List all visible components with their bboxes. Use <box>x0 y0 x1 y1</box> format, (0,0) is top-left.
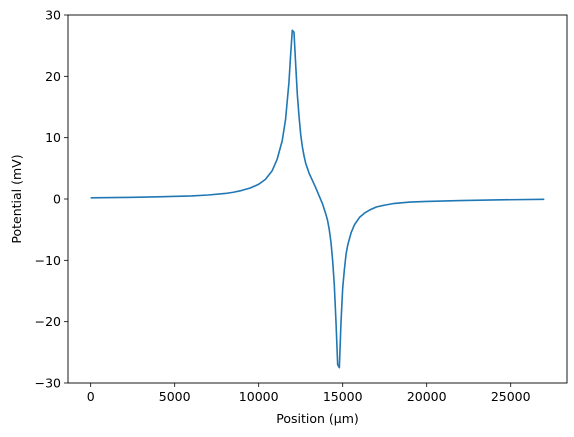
series-line-0 <box>90 29 545 369</box>
x-tick-label: 15000 <box>323 389 363 404</box>
x-axis: 0 5000 10000 15000 20000 25000 <box>87 383 531 404</box>
y-axis: −30 −20 −10 0 10 20 30 <box>35 8 68 391</box>
y-tick-label: −20 <box>35 314 61 329</box>
x-tick-label: 20000 <box>407 389 447 404</box>
y-tick-label: 0 <box>53 192 61 207</box>
y-tick-label: −30 <box>35 376 61 391</box>
y-tick-label: 20 <box>45 69 61 84</box>
y-tick-label: −10 <box>35 253 61 268</box>
y-tick-label: 10 <box>45 130 61 145</box>
x-axis-label: Position (µm) <box>276 411 359 426</box>
x-tick-label: 10000 <box>239 389 279 404</box>
x-tick-label: 0 <box>87 389 95 404</box>
y-axis-label: Potential (mV) <box>9 154 24 243</box>
y-tick-label: 30 <box>45 8 61 23</box>
x-tick-label: 5000 <box>159 389 191 404</box>
plot-area <box>90 29 545 369</box>
x-tick-label: 25000 <box>491 389 531 404</box>
axes-frame <box>67 14 568 384</box>
